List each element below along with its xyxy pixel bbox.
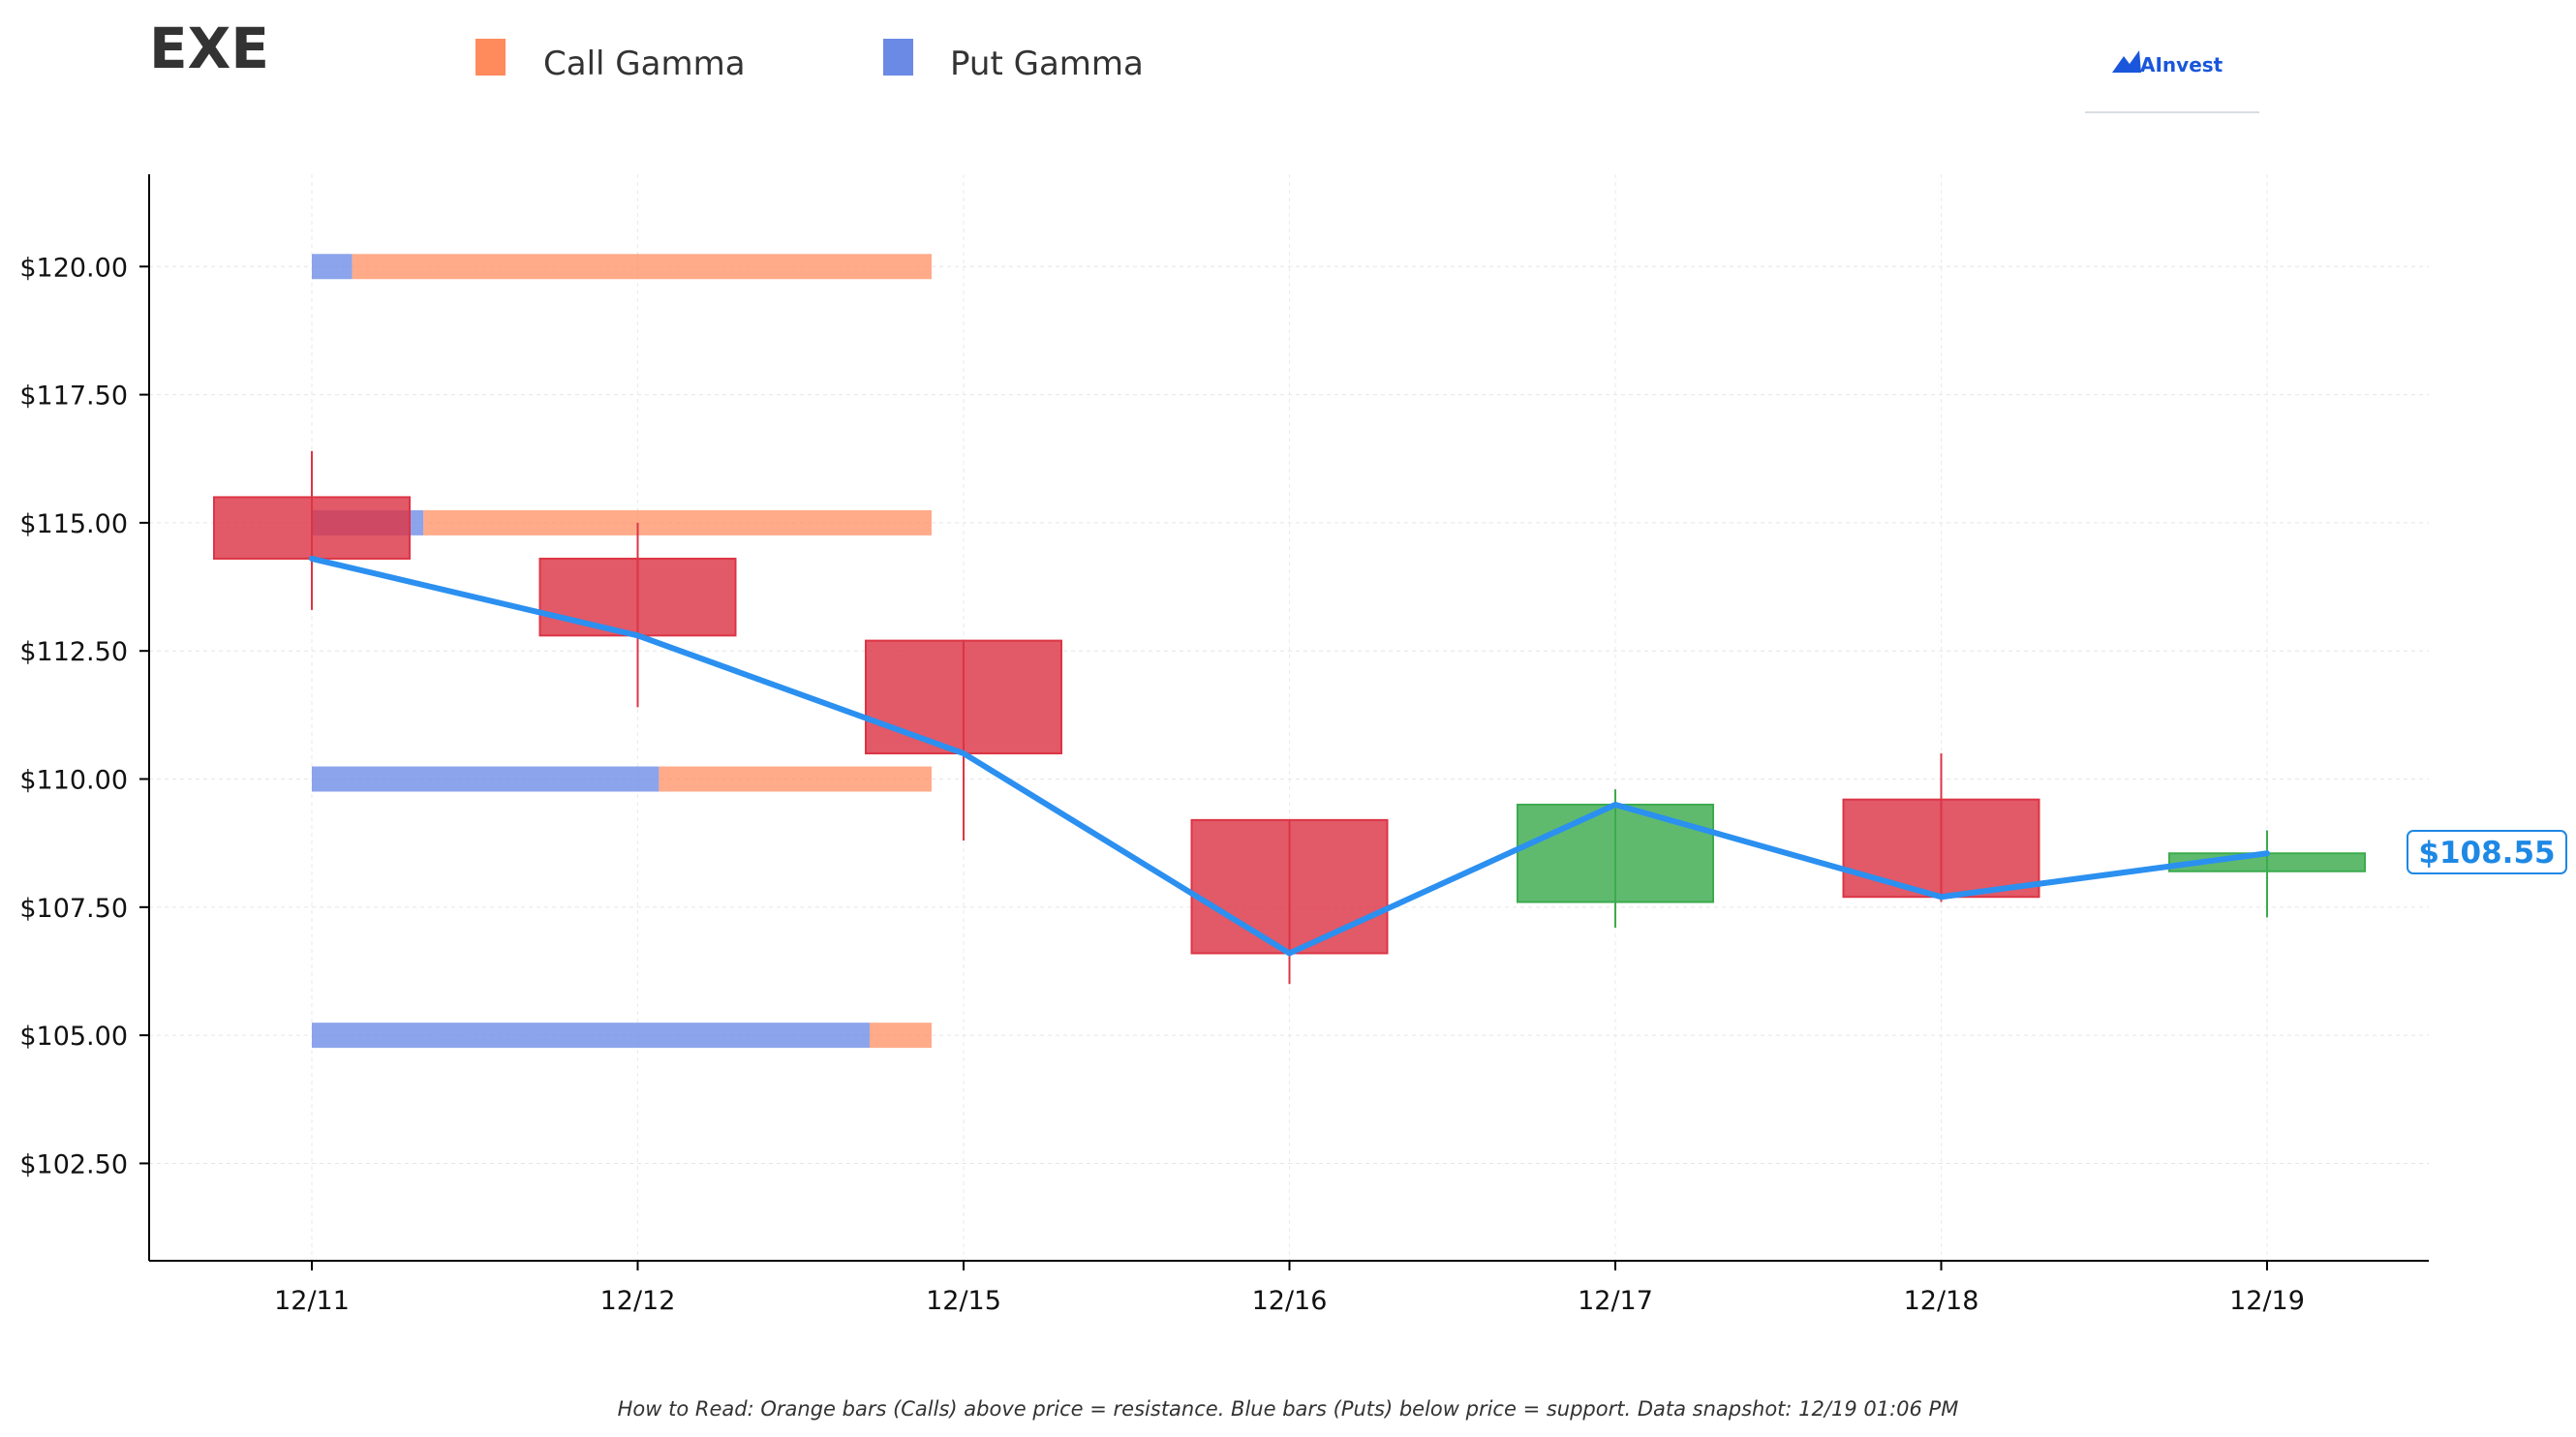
footnote: How to Read: Orange bars (Calls) above p… [618,1397,1959,1421]
legend: Call Gamma Put Gamma [475,39,1144,83]
candle-body [865,639,1062,755]
y-tick-label: $112.50 [19,637,128,667]
x-tick-label: 12/17 [1578,1286,1653,1316]
x-tick-label: 12/12 [600,1286,676,1316]
ainvest-logo: AInvest [2085,50,2259,113]
candle-body [213,496,411,560]
call-gamma-bar [870,1023,932,1049]
y-tick-label: $107.50 [19,894,128,924]
logo-text: AInvest [2140,53,2223,76]
y-tick-label: $115.00 [19,509,128,539]
y-tick-label: $102.50 [19,1149,128,1179]
price-tag-text: $108.55 [2418,836,2555,871]
close-price-line [309,555,2270,957]
grid [149,174,2429,1261]
candle-body [1517,803,1714,903]
x-tick-label: 12/18 [1904,1286,1979,1316]
legend-label-put: Put Gamma [950,45,1144,83]
call-gamma-bar [659,766,932,792]
x-ticks: 12/11 12/12 12/15 12/16 12/17 12/18 12/19 [274,1261,2305,1316]
put-gamma-bar [312,1023,870,1049]
put-gamma-bar [312,766,659,792]
legend-swatch-call [475,39,506,76]
x-tick-label: 12/19 [2229,1286,2305,1316]
y-ticks: $102.50 $105.00 $107.50 $110.00 $112.50 $115.… [19,253,149,1179]
candle-body [1190,818,1389,955]
current-price-tag: $108.55 [2407,830,2567,874]
candle-body [1842,798,2040,899]
y-tick-label: $120.00 [19,253,128,283]
chart-title: EXE [149,15,269,81]
x-tick-label: 12/11 [274,1286,350,1316]
y-tick-label: $117.50 [19,382,128,412]
y-tick-label: $105.00 [19,1022,128,1052]
call-gamma-bar [352,254,933,280]
y-tick-label: $110.00 [19,766,128,796]
close-line-layer [309,555,2270,957]
put-gamma-bar [312,254,353,280]
legend-swatch-put [883,39,913,76]
x-tick-label: 12/16 [1252,1286,1328,1316]
logo-mark-icon [2112,50,2141,73]
call-gamma-bar [423,509,932,535]
candle-body [538,557,737,637]
price-tag-box [2407,830,2567,874]
legend-label-call: Call Gamma [543,45,746,83]
x-tick-label: 12/15 [926,1286,1001,1316]
gamma-bars [312,254,933,1049]
